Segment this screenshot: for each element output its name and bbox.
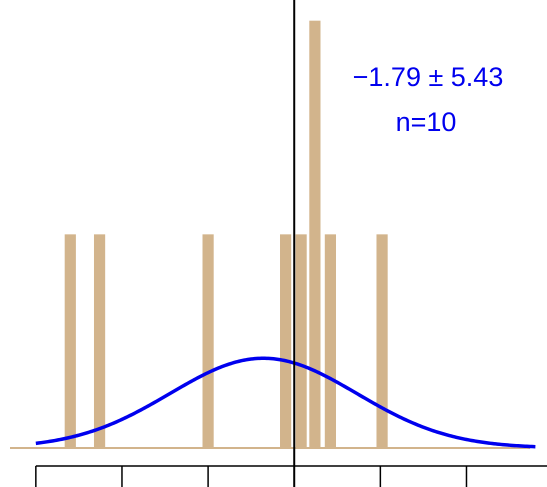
x-axis-ticks — [35, 466, 468, 487]
normal-density-curve — [35, 356, 536, 449]
histogram-bars — [64, 20, 388, 449]
histogram-bar-5 — [309, 20, 321, 449]
histogram-bar-4 — [295, 234, 307, 448]
histogram-bar-0 — [64, 234, 76, 448]
histogram-bar-6 — [324, 234, 336, 448]
histogram-bar-2 — [202, 234, 214, 448]
mean-sd-annotation: −1.79 ± 5.43 — [353, 62, 504, 92]
histogram-bar-3 — [280, 234, 292, 448]
histogram-bar-7 — [376, 234, 388, 448]
histogram-bar-1 — [93, 234, 106, 448]
sample-size-annotation: n=10 — [396, 107, 457, 137]
